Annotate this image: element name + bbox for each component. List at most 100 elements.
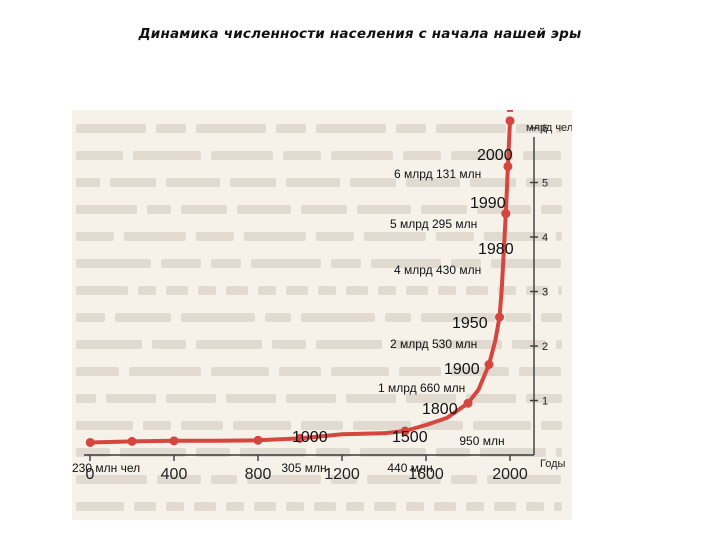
background-text-line — [406, 178, 460, 187]
background-text-line — [138, 286, 156, 295]
background-text-line — [76, 421, 133, 430]
data-point-marker — [463, 398, 473, 408]
background-text-line — [451, 475, 477, 484]
y-tick-label: 3 — [542, 287, 548, 299]
background-text-line — [541, 205, 562, 214]
background-text-line — [484, 232, 546, 241]
background-text-line — [541, 421, 562, 430]
background-text-line — [451, 151, 513, 160]
background-text-line — [314, 502, 336, 511]
background-text-line — [350, 178, 396, 187]
annotation-value: 440 млн — [387, 461, 432, 475]
annotation-value: 230 млн чел — [72, 461, 140, 475]
background-text-line — [76, 367, 119, 376]
background-text-line — [233, 421, 291, 430]
background-text-line — [494, 502, 516, 511]
background-text-line — [265, 313, 291, 322]
background-text-line — [374, 502, 396, 511]
background-text-line — [143, 421, 171, 430]
background-text-line — [512, 340, 546, 349]
x-tick-label: 0 — [86, 466, 95, 483]
background-text-line — [436, 124, 506, 133]
data-point-marker — [495, 312, 504, 322]
background-text-line — [301, 313, 375, 322]
background-text-line — [378, 286, 396, 295]
background-text-line — [286, 394, 336, 403]
background-text-line — [301, 421, 343, 430]
background-text-line — [196, 232, 234, 241]
background-text-line — [301, 205, 347, 214]
background-text-line — [76, 178, 100, 187]
background-text-line — [124, 232, 186, 241]
background-text-line — [556, 340, 562, 349]
y-tick-label: 6 — [542, 123, 548, 135]
background-text-line — [396, 124, 426, 133]
y-axis-label: млрд чел. — [526, 122, 572, 134]
annotation-year: 1000 — [292, 429, 328, 446]
background-text-line — [438, 286, 456, 295]
background-text-line — [196, 340, 262, 349]
annotation-year: 1800 — [422, 401, 458, 418]
data-point-marker — [169, 436, 179, 446]
background-text-line — [473, 421, 531, 430]
background-text-line — [286, 178, 340, 187]
background-text-line — [470, 178, 516, 187]
background-text-line — [406, 286, 428, 295]
background-text-line — [244, 232, 306, 241]
background-text-line — [76, 124, 146, 133]
background-text-line — [110, 178, 156, 187]
background-text-line — [181, 421, 223, 430]
background-text-line — [283, 151, 321, 160]
background-text-line — [523, 151, 561, 160]
y-tick-label: 4 — [542, 232, 548, 244]
data-point-marker — [127, 436, 137, 446]
background-text-line — [166, 502, 184, 511]
annotation-year: 1950 — [452, 315, 488, 332]
background-text-line — [392, 340, 426, 349]
background-text-line — [331, 259, 361, 268]
data-point-marker — [501, 209, 511, 219]
background-text-line — [286, 286, 308, 295]
background-text-line — [76, 232, 114, 241]
background-text-line — [76, 286, 128, 295]
background-text-line — [161, 259, 201, 268]
background-text-line — [211, 367, 269, 376]
background-text-line — [211, 475, 237, 484]
background-text-line — [76, 394, 96, 403]
background-text-line — [129, 367, 201, 376]
background-text-line — [436, 340, 502, 349]
annotation-year: 1980 — [478, 241, 514, 258]
background-text-line — [226, 286, 248, 295]
x-axis-label: Годы — [540, 458, 566, 470]
background-text-line — [166, 178, 220, 187]
background-text-line — [237, 205, 291, 214]
background-text-line — [406, 394, 456, 403]
annotation-year: 1900 — [444, 361, 480, 378]
background-text-line — [272, 340, 306, 349]
background-text-line — [434, 502, 456, 511]
data-point-marker — [503, 161, 513, 171]
background-text-line — [403, 151, 441, 160]
data-point-marker — [484, 360, 494, 370]
background-text-line — [194, 502, 216, 511]
background-text-line — [346, 394, 396, 403]
background-text-line — [406, 502, 424, 511]
background-text-line — [211, 259, 241, 268]
data-point-marker — [253, 435, 263, 445]
background-text-line — [371, 259, 441, 268]
background-text-line — [106, 394, 156, 403]
background-text-line — [466, 394, 516, 403]
background-text-line — [491, 259, 561, 268]
background-text-line — [318, 286, 336, 295]
background-text-line — [247, 475, 321, 484]
background-text-line — [421, 205, 467, 214]
background-text-line — [152, 340, 186, 349]
background-text-line — [466, 502, 484, 511]
background-text-line — [181, 205, 227, 214]
background-text-line — [133, 151, 201, 160]
slide-title: Динамика численности населения с начала … — [138, 26, 582, 42]
background-text-line — [134, 502, 156, 511]
background-text-line — [346, 286, 368, 295]
background-text-line — [286, 502, 304, 511]
